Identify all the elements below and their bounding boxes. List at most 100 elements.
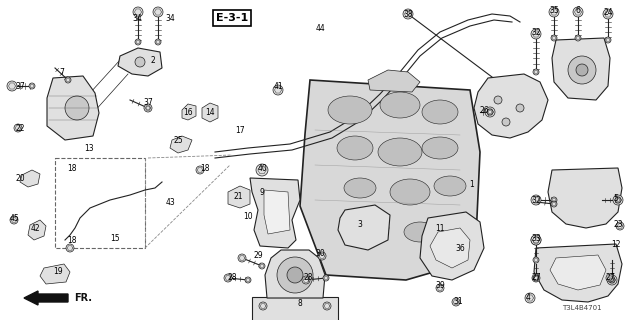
Polygon shape <box>264 190 290 234</box>
Polygon shape <box>170 136 192 153</box>
Circle shape <box>551 197 557 203</box>
Text: 30: 30 <box>315 250 325 259</box>
Text: 17: 17 <box>235 125 245 134</box>
Circle shape <box>502 118 510 126</box>
Text: 27: 27 <box>605 274 615 283</box>
Ellipse shape <box>434 176 466 196</box>
Circle shape <box>259 302 267 310</box>
Text: 13: 13 <box>84 143 94 153</box>
Polygon shape <box>474 74 548 138</box>
Polygon shape <box>368 70 420 92</box>
Text: 15: 15 <box>110 234 120 243</box>
Circle shape <box>238 254 246 262</box>
Text: 9: 9 <box>260 188 264 196</box>
Circle shape <box>533 275 539 281</box>
Circle shape <box>155 39 161 45</box>
Text: 32: 32 <box>531 28 541 36</box>
Ellipse shape <box>337 136 373 160</box>
Circle shape <box>273 85 283 95</box>
Circle shape <box>487 109 493 115</box>
Text: 42: 42 <box>30 223 40 233</box>
Circle shape <box>485 107 495 117</box>
Text: 36: 36 <box>455 244 465 252</box>
Text: 14: 14 <box>205 108 215 116</box>
Circle shape <box>245 277 251 283</box>
Polygon shape <box>250 178 300 248</box>
Ellipse shape <box>404 222 436 242</box>
Polygon shape <box>552 38 610 100</box>
Circle shape <box>29 83 35 89</box>
Ellipse shape <box>344 178 376 198</box>
Text: 23: 23 <box>613 220 623 228</box>
Polygon shape <box>118 48 162 76</box>
Circle shape <box>153 7 163 17</box>
Polygon shape <box>550 255 606 290</box>
Circle shape <box>133 7 143 17</box>
Text: 38: 38 <box>403 10 413 19</box>
Circle shape <box>135 57 145 67</box>
Circle shape <box>568 56 596 84</box>
Ellipse shape <box>328 96 372 124</box>
Ellipse shape <box>390 179 430 205</box>
Circle shape <box>603 9 613 19</box>
Circle shape <box>7 81 17 91</box>
Circle shape <box>196 166 204 174</box>
FancyArrow shape <box>24 291 68 305</box>
Circle shape <box>533 257 539 263</box>
Ellipse shape <box>378 138 422 166</box>
Polygon shape <box>182 104 196 120</box>
Text: 28: 28 <box>227 274 237 283</box>
Text: 3: 3 <box>358 220 362 228</box>
Circle shape <box>277 257 313 293</box>
Circle shape <box>576 64 588 76</box>
Polygon shape <box>420 212 484 280</box>
Circle shape <box>256 164 268 176</box>
Polygon shape <box>20 170 40 187</box>
Circle shape <box>65 96 89 120</box>
Circle shape <box>144 104 152 112</box>
Text: 8: 8 <box>298 300 302 308</box>
Ellipse shape <box>361 219 389 237</box>
Text: 16: 16 <box>183 108 193 116</box>
Circle shape <box>323 275 329 281</box>
Text: 21: 21 <box>233 191 243 201</box>
Text: 22: 22 <box>15 124 25 132</box>
Circle shape <box>549 7 559 17</box>
Circle shape <box>606 274 614 282</box>
Polygon shape <box>548 168 622 228</box>
Text: 32: 32 <box>531 196 541 204</box>
Text: 39: 39 <box>435 282 445 291</box>
Text: 34: 34 <box>132 13 142 22</box>
Circle shape <box>323 302 331 310</box>
Circle shape <box>318 252 326 260</box>
Text: 11: 11 <box>435 223 445 233</box>
Circle shape <box>302 276 310 284</box>
Ellipse shape <box>422 137 458 159</box>
Text: 37: 37 <box>15 82 25 91</box>
Text: T3L4B4701: T3L4B4701 <box>562 305 602 311</box>
Circle shape <box>613 195 623 205</box>
Circle shape <box>533 69 539 75</box>
Text: E-3-1: E-3-1 <box>216 13 248 23</box>
Circle shape <box>551 35 557 41</box>
Circle shape <box>65 77 71 83</box>
Text: 33: 33 <box>531 234 541 243</box>
Circle shape <box>287 267 303 283</box>
Text: 35: 35 <box>549 5 559 14</box>
Text: 28: 28 <box>303 274 313 283</box>
Circle shape <box>573 7 583 17</box>
Text: 31: 31 <box>453 298 463 307</box>
Text: 4: 4 <box>525 293 531 302</box>
Circle shape <box>494 96 502 104</box>
Text: 24: 24 <box>603 7 613 17</box>
Circle shape <box>452 298 460 306</box>
Polygon shape <box>430 228 470 268</box>
Circle shape <box>615 197 621 203</box>
Circle shape <box>531 195 541 205</box>
Ellipse shape <box>380 92 420 118</box>
Text: 1: 1 <box>470 180 474 188</box>
Circle shape <box>551 201 557 207</box>
Polygon shape <box>228 186 250 208</box>
Text: 45: 45 <box>9 213 19 222</box>
Circle shape <box>10 216 18 224</box>
